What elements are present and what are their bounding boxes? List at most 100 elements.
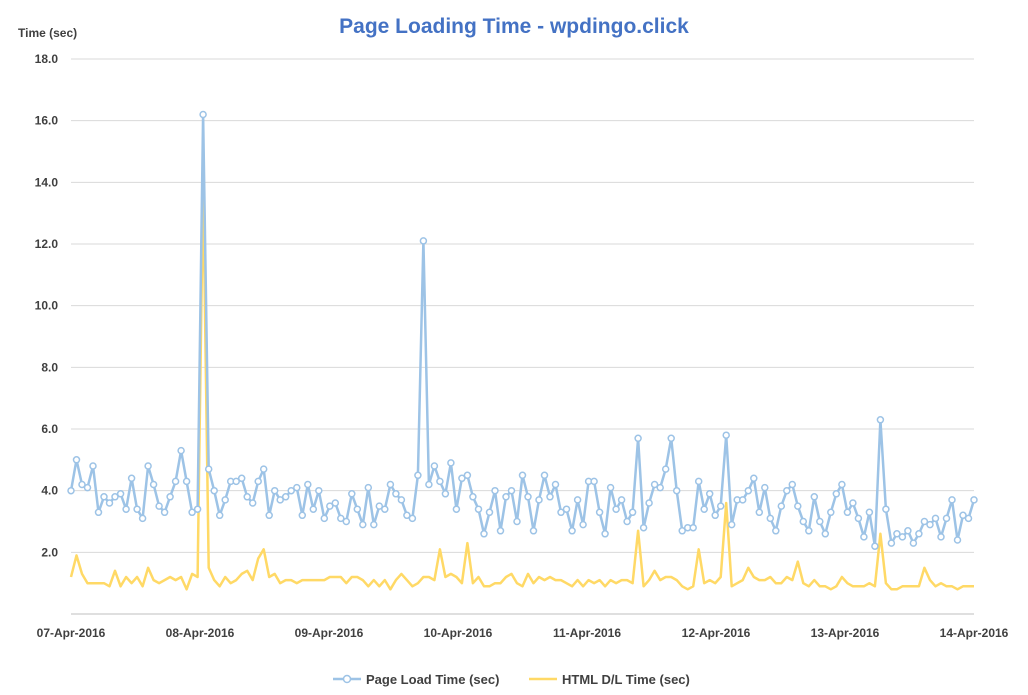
- data-point: [727, 520, 736, 529]
- data-point: [215, 511, 224, 520]
- data-point: [689, 523, 697, 532]
- data-point: [425, 480, 433, 489]
- y-tick-labels: 18.0 16.0 14.0 12.0 10.0 8.0 6.0 4.0 2.0: [35, 52, 59, 559]
- data-point: [816, 517, 824, 526]
- legend-item-html-dl[interactable]: HTML D/L Time (sec): [529, 672, 690, 687]
- data-point: [772, 527, 780, 535]
- legend-marker-icon: [342, 674, 352, 684]
- data-point: [805, 527, 813, 535]
- data-point: [436, 477, 444, 486]
- data-point: [882, 505, 890, 513]
- series-0: [67, 110, 978, 550]
- data-point: [920, 517, 929, 526]
- data-point: [744, 486, 753, 495]
- y-tick-label: 14.0: [35, 175, 59, 189]
- x-tick-label: 07-Apr-2016: [37, 626, 106, 640]
- data-point: [821, 530, 830, 538]
- data-point: [535, 496, 543, 504]
- x-tick-label: 10-Apr-2016: [424, 626, 493, 640]
- series-1: [69, 181, 974, 591]
- legend-item-page-load[interactable]: Page Load Time (sec): [333, 672, 499, 687]
- y-tick-label: 2.0: [41, 545, 58, 559]
- y-tick-label: 18.0: [35, 52, 59, 66]
- data-point: [237, 474, 246, 483]
- data-point: [210, 486, 218, 495]
- data-point: [546, 493, 554, 501]
- data-point: [606, 483, 615, 492]
- y-tick-label: 6.0: [41, 422, 58, 436]
- data-point: [441, 490, 450, 498]
- data-point: [540, 471, 549, 480]
- data-point: [491, 486, 499, 495]
- data-point: [171, 477, 180, 486]
- data-point: [386, 480, 395, 489]
- data-point: [507, 486, 516, 495]
- y-tick-label: 16.0: [35, 114, 59, 128]
- data-point: [83, 483, 92, 492]
- data-point: [898, 533, 907, 541]
- data-point: [408, 514, 417, 523]
- data-point: [887, 539, 896, 547]
- data-point: [342, 517, 351, 526]
- data-point: [359, 520, 367, 529]
- data-point: [232, 477, 240, 486]
- data-point: [827, 508, 835, 517]
- data-point: [601, 530, 609, 538]
- data-point: [518, 471, 527, 480]
- data-point: [810, 493, 819, 501]
- data-point: [904, 527, 912, 535]
- data-point: [78, 480, 86, 489]
- legend: Page Load Time (sec) HTML D/L Time (sec): [333, 672, 690, 687]
- data-point: [645, 499, 653, 507]
- data-point: [182, 477, 191, 486]
- data-point: [381, 505, 389, 513]
- gridlines: [71, 58, 974, 553]
- data-point: [72, 456, 81, 464]
- data-point: [937, 533, 945, 541]
- data-point: [860, 533, 868, 541]
- data-point: [474, 505, 483, 513]
- data-point: [705, 490, 714, 498]
- data-point: [127, 474, 136, 483]
- data-point: [871, 542, 879, 550]
- data-point: [755, 508, 764, 517]
- data-point: [419, 237, 428, 245]
- data-point: [783, 486, 791, 495]
- data-point: [761, 483, 769, 492]
- data-point: [612, 505, 620, 513]
- data-point: [248, 499, 257, 507]
- data-point: [964, 514, 973, 523]
- data-point: [590, 477, 598, 486]
- data-point: [970, 496, 978, 504]
- data-point: [678, 527, 686, 535]
- data-point: [557, 508, 565, 517]
- data-point: [138, 514, 147, 523]
- x-tick-label: 11-Apr-2016: [553, 626, 621, 640]
- data-point: [463, 471, 472, 480]
- data-point: [287, 486, 295, 495]
- data-point: [595, 508, 604, 517]
- data-point: [309, 505, 318, 513]
- data-point: [568, 527, 576, 535]
- data-point: [298, 511, 307, 520]
- x-tick-label: 12-Apr-2016: [682, 626, 751, 640]
- x-tick-label: 08-Apr-2016: [166, 626, 235, 640]
- data-point: [876, 416, 885, 424]
- data-point: [353, 505, 362, 513]
- data-point: [122, 505, 130, 513]
- data-point: [639, 523, 648, 532]
- data-point: [166, 493, 174, 501]
- data-point: [502, 493, 510, 501]
- data-point: [315, 486, 323, 495]
- y-tick-label: 4.0: [41, 484, 58, 498]
- data-point: [766, 514, 775, 523]
- data-point: [430, 462, 439, 470]
- data-point: [304, 480, 312, 489]
- data-point: [926, 520, 934, 529]
- data-point: [672, 486, 681, 495]
- data-point: [364, 483, 373, 492]
- x-tick-label: 13-Apr-2016: [811, 626, 880, 640]
- data-point: [942, 514, 951, 523]
- data-point: [270, 486, 279, 495]
- data-point: [89, 462, 97, 470]
